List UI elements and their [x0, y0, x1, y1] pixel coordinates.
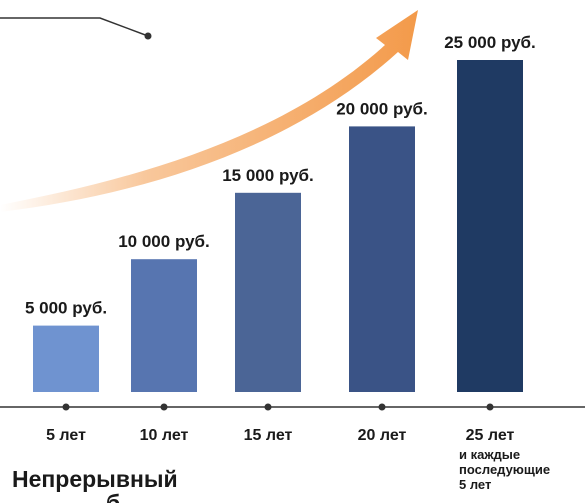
x-tick-2: [160, 403, 168, 411]
x-tick-3: [264, 403, 272, 411]
caption-fragment: б: [106, 492, 120, 503]
x-tick-label-2: 10 лет: [140, 427, 189, 444]
value-label-2: 10 000 руб.: [118, 232, 210, 251]
last-category-note-line-3: 5 лет: [459, 477, 491, 492]
x-tick-1: [62, 403, 70, 411]
bar-4: [349, 126, 415, 393]
x-tick-5: [486, 403, 494, 411]
bar-3: [235, 192, 301, 392]
x-tick-label-4: 20 лет: [358, 427, 407, 444]
x-tick-label-5: 25 лет: [466, 427, 515, 444]
x-tick-4: [378, 403, 386, 411]
caption-title: Непрерывный: [12, 466, 178, 492]
value-label-5: 25 000 руб.: [444, 33, 536, 52]
x-tick-label-3: 15 лет: [244, 427, 293, 444]
bar-5: [457, 60, 523, 392]
last-category-note-line-1: и каждые: [459, 447, 520, 462]
connector-dot: [144, 32, 152, 40]
bar-2: [131, 259, 197, 392]
last-category-note-line-2: последующие: [459, 462, 550, 477]
value-label-1: 5 000 руб.: [25, 299, 107, 318]
value-label-3: 15 000 руб.: [222, 166, 314, 185]
connector-line: [0, 17, 149, 37]
x-tick-label-1: 5 лет: [46, 427, 86, 444]
bar-1: [33, 325, 99, 392]
value-label-4: 20 000 руб.: [336, 99, 428, 118]
